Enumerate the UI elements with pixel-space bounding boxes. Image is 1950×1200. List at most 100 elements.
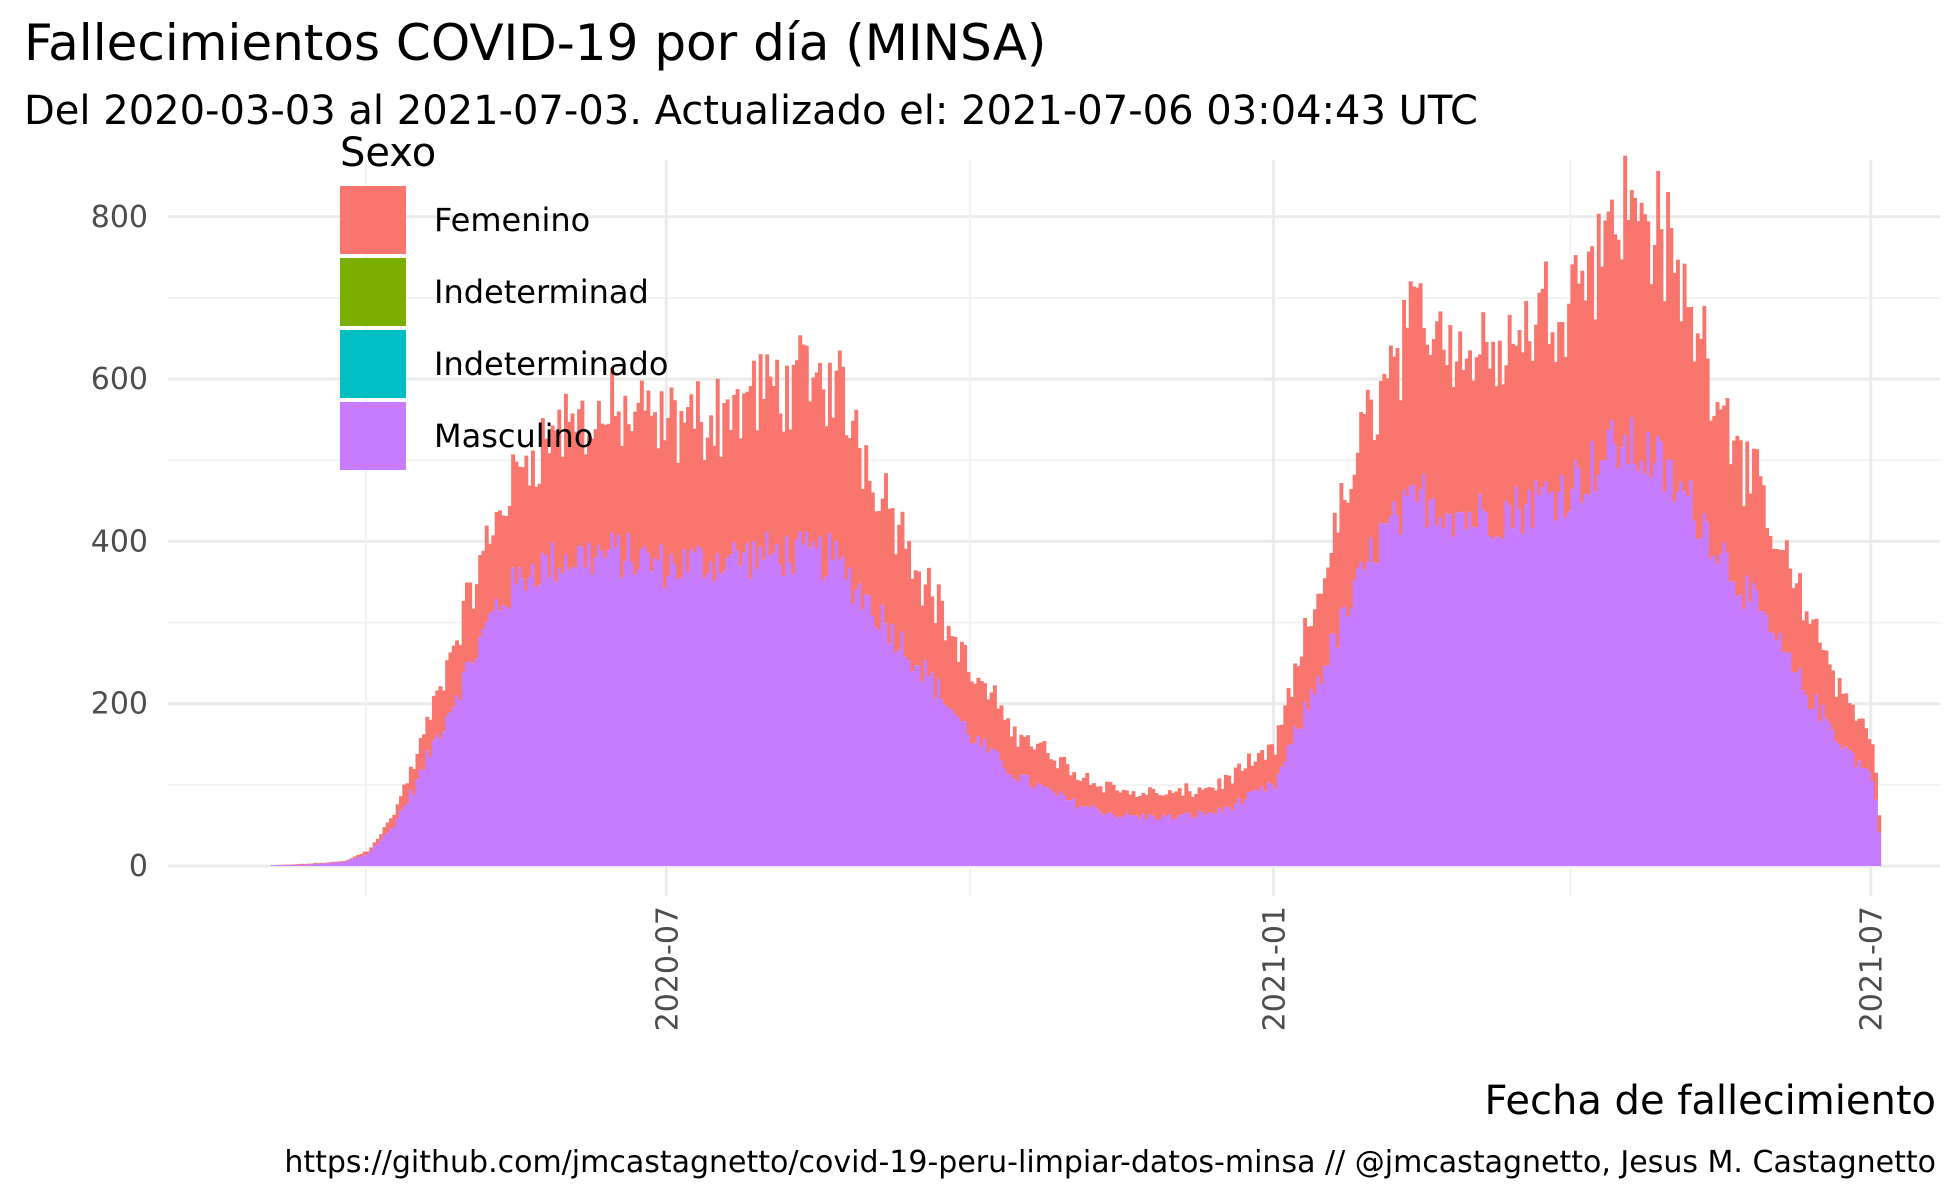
bar-masculino (1811, 708, 1816, 866)
bar-masculino (1715, 563, 1720, 866)
bar-masculino (877, 630, 882, 866)
bar-femenino (1108, 781, 1113, 813)
bar-masculino (1623, 435, 1628, 866)
bar-femenino (1332, 512, 1337, 634)
bar-femenino (1273, 754, 1278, 789)
bar-masculino (1058, 791, 1063, 866)
bar-masculino (969, 743, 974, 866)
bar-masculino (1266, 782, 1271, 866)
bar-masculino (986, 752, 991, 866)
bar-femenino (1563, 356, 1568, 518)
bar-femenino (636, 402, 641, 569)
bar-femenino (1557, 322, 1562, 492)
bar-femenino (1293, 663, 1298, 727)
bar-masculino (1078, 805, 1083, 866)
bar-femenino (959, 641, 964, 722)
bar-masculino (511, 567, 516, 866)
bar-masculino (415, 779, 420, 866)
bar-femenino (1514, 345, 1519, 487)
bar-masculino (1725, 552, 1730, 866)
bar-masculino (1520, 533, 1525, 866)
bar-masculino (966, 734, 971, 866)
bar-femenino (656, 448, 661, 561)
bar-femenino (728, 430, 733, 555)
bar-femenino (1131, 791, 1136, 816)
bar-femenino (1253, 761, 1258, 790)
bar-femenino (1870, 744, 1875, 781)
bar-femenino (1593, 319, 1598, 492)
x-tick-label: 2020-07 (650, 906, 685, 1031)
bar-femenino (1151, 788, 1156, 816)
y-tick-label: 800 (91, 200, 148, 235)
bar-masculino (1108, 812, 1113, 866)
bar-masculino (445, 715, 450, 866)
bar-femenino (1814, 618, 1819, 695)
bar-masculino (1517, 509, 1522, 866)
bar-femenino (1718, 409, 1723, 555)
bar-femenino (1775, 548, 1779, 641)
bar-femenino (824, 426, 829, 576)
bar-femenino (501, 515, 506, 606)
bar-masculino (1115, 818, 1119, 866)
bar-masculino (1497, 536, 1502, 866)
bar-masculino (1016, 781, 1020, 866)
bar-femenino (1494, 386, 1499, 537)
bar-masculino (547, 577, 552, 866)
bar-femenino (1629, 190, 1634, 417)
bar-femenino (686, 407, 690, 572)
bar-femenino (1580, 270, 1585, 503)
bar-femenino (488, 543, 492, 614)
bar-masculino (346, 860, 351, 866)
bar-femenino (1039, 742, 1044, 785)
bar-femenino (1362, 413, 1367, 570)
bar-femenino (1732, 440, 1737, 582)
bar-masculino (1068, 800, 1073, 866)
bar-femenino (1577, 283, 1581, 468)
bar-masculino (524, 590, 529, 866)
bar-masculino (725, 558, 730, 866)
bar-masculino (1722, 542, 1727, 866)
bar-femenino (1877, 815, 1882, 833)
bar-femenino (956, 661, 961, 718)
bar-masculino (270, 865, 275, 866)
bar-masculino (1398, 534, 1403, 866)
bar-femenino (1121, 789, 1126, 818)
bar-masculino (1877, 832, 1882, 866)
bar-masculino (1045, 787, 1050, 866)
bar-masculino (771, 552, 776, 866)
bar-femenino (1468, 350, 1473, 512)
bar-masculino (1626, 464, 1631, 866)
bar-femenino (996, 708, 1001, 752)
legend-key-indeterminado (340, 330, 406, 398)
bar-femenino (613, 415, 618, 548)
bar-femenino (1395, 348, 1400, 515)
bar-masculino (626, 533, 631, 866)
bar-femenino (1808, 623, 1812, 709)
bar-masculino (874, 627, 879, 866)
bar-masculino (943, 704, 948, 866)
bar-femenino (926, 567, 931, 677)
bar-masculino (679, 577, 684, 866)
bar-masculino (1527, 490, 1532, 866)
bar-masculino (408, 790, 413, 866)
bar-masculino (738, 565, 743, 866)
bar-masculino (514, 583, 519, 866)
bar-masculino (563, 554, 568, 866)
bar-femenino (794, 360, 799, 540)
bar-femenino (893, 554, 898, 653)
bar-femenino (1016, 746, 1020, 782)
bar-masculino (1362, 569, 1367, 866)
bar-masculino (1718, 554, 1723, 866)
bar-femenino (1243, 768, 1248, 800)
bar-masculino (316, 863, 321, 866)
bar-femenino (669, 387, 674, 555)
bar-masculino (1682, 491, 1687, 866)
bar-masculino (1349, 608, 1354, 866)
bar-femenino (461, 600, 466, 673)
bar-masculino (959, 721, 964, 866)
bar-masculino (1273, 788, 1278, 866)
bar-masculino (313, 864, 318, 866)
bar-femenino (1583, 300, 1588, 494)
bar-femenino (1283, 705, 1288, 762)
bar-femenino (1303, 618, 1308, 702)
